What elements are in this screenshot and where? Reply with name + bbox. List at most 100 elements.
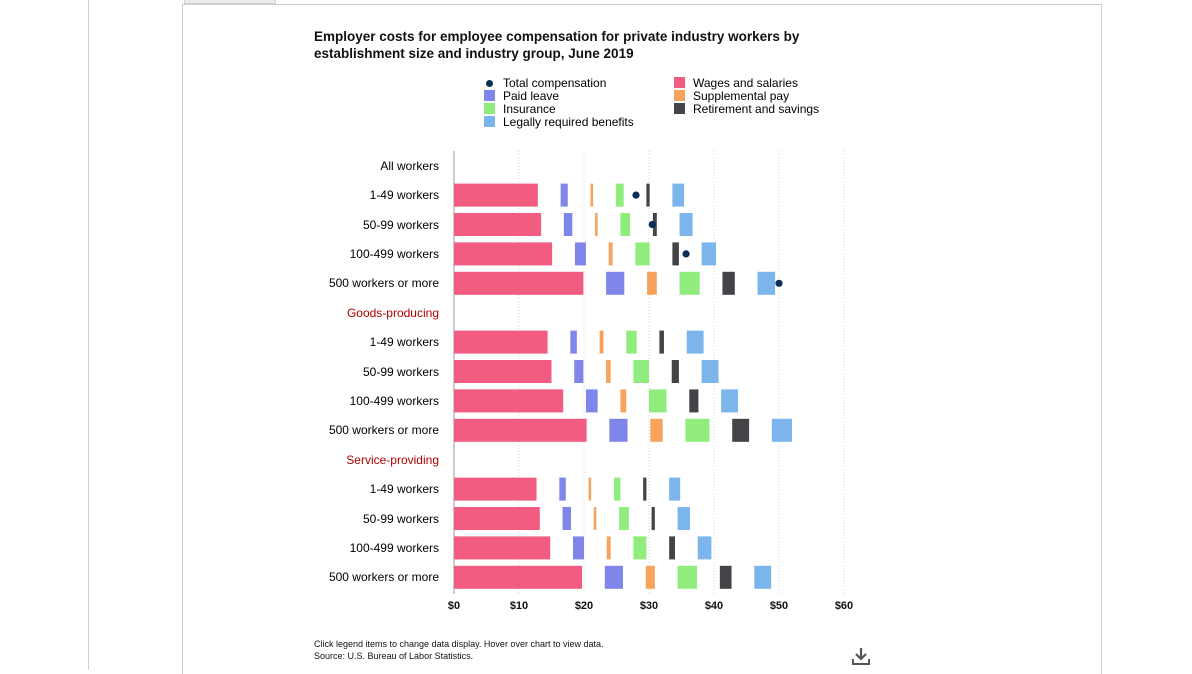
bar-segment [593, 507, 597, 530]
legend-swatch-retirement [674, 103, 685, 114]
x-tick-label: $30 [640, 600, 658, 612]
bar-segment [643, 477, 647, 501]
bar-segment [454, 389, 564, 413]
y-category-label: All workers [380, 158, 439, 173]
x-tick-label: $20 [575, 600, 593, 612]
bar-segment [679, 213, 693, 236]
bar-segment [672, 183, 685, 207]
y-category-label: 500 workers or more [328, 423, 439, 438]
bar-segment [635, 242, 650, 266]
legend-item-legally-required-benefits[interactable]: Legally required benefits [503, 115, 634, 129]
bar-segment [572, 536, 584, 560]
bar-segment [685, 418, 710, 442]
x-tick-label: $50 [770, 600, 788, 612]
bar-segment [620, 213, 631, 236]
bar-segment [454, 242, 553, 266]
bar-segment [590, 183, 594, 207]
legend-item-supplemental-pay[interactable]: Supplemental pay [693, 89, 790, 103]
x-tick-label: $40 [705, 600, 723, 612]
x-tick-label: $10 [510, 600, 528, 612]
bar-segment [454, 565, 583, 589]
bar-segment [722, 271, 735, 295]
legend-swatch-paid-leave [484, 90, 495, 101]
bar-segment [649, 389, 667, 413]
y-category-label: 500 workers or more [328, 570, 439, 585]
legend-item-retirement-and-savings[interactable]: Retirement and savings [693, 102, 820, 116]
bar-segment [560, 183, 568, 207]
y-category-label: 50-99 workers [362, 364, 439, 379]
bar-segment [588, 477, 592, 501]
bar-segment [454, 330, 548, 354]
chart-title: Employer costs for employee compensation… [314, 28, 834, 62]
bar-segment [606, 536, 611, 560]
bar-segment [570, 330, 577, 354]
bar-segment [677, 565, 698, 589]
bar-segment [626, 330, 637, 354]
bar-segment [563, 213, 573, 236]
x-tick-label: $60 [835, 600, 853, 612]
bar-segment [719, 565, 732, 589]
bar-segment [686, 330, 704, 354]
bar-segment [659, 330, 664, 354]
legend-swatch-supplemental [674, 90, 685, 101]
bar-segment [669, 536, 675, 560]
bar-segment [619, 507, 629, 530]
footer-instructions: Click legend items to change data displa… [314, 639, 604, 649]
download-icon[interactable] [850, 645, 872, 667]
y-category-label: 100-499 workers [349, 393, 439, 408]
bar-segment [671, 360, 679, 383]
bar-segment [677, 507, 690, 530]
legend-item-paid-leave[interactable]: Paid leave [503, 89, 560, 103]
legend-item-wages-and-salaries[interactable]: Wages and salaries [693, 76, 798, 90]
total-compensation-point [632, 191, 640, 199]
footer-note: Click legend items to change data displa… [314, 639, 603, 662]
y-category-label: 1-49 workers [369, 188, 439, 203]
total-compensation-point [648, 220, 656, 229]
bar-segment [604, 565, 623, 589]
bar-segment [645, 565, 655, 589]
legend-swatch-legally-required [484, 116, 495, 127]
y-category-label: 50-99 workers [362, 511, 439, 526]
bar-segment [606, 271, 625, 295]
y-category-label: 1-49 workers [369, 482, 439, 497]
bar-segment [633, 536, 647, 560]
bar-segment [454, 360, 552, 383]
bar-segment [669, 477, 681, 501]
y-category-label: 100-499 workers [349, 246, 439, 261]
bar-segment [620, 389, 627, 413]
y-category-label: 50-99 workers [362, 217, 439, 232]
bar-segment [454, 507, 540, 530]
total-compensation-point [775, 279, 783, 287]
bar-segment [574, 242, 586, 266]
bar-segment [599, 330, 604, 354]
legend-item-insurance[interactable]: Insurance [503, 102, 556, 116]
bar-segment [454, 418, 587, 442]
bar-segment [454, 183, 538, 207]
y-category-label: Goods-producing [346, 305, 439, 320]
legend-swatch-insurance [484, 103, 495, 114]
bar-segment [595, 213, 598, 236]
tab[interactable] [184, 0, 276, 4]
y-category-label: Service-providing [346, 452, 439, 467]
total-compensation-point [682, 250, 690, 258]
bar-segment [454, 477, 537, 501]
legend-item-total-compensation[interactable]: Total compensation [503, 76, 607, 90]
bar-segment [608, 242, 613, 266]
bar-segment [689, 389, 699, 413]
y-category-label: 500 workers or more [328, 276, 439, 291]
bar-segment [650, 418, 663, 442]
bar-segment [701, 242, 716, 266]
bar-segment [721, 389, 739, 413]
chart-title-line1: Employer costs for employee compensation… [314, 29, 800, 44]
chart-panel [182, 4, 1102, 674]
bar-segment [615, 183, 624, 207]
y-category-label: 100-499 workers [349, 540, 439, 555]
bar-segment [633, 360, 649, 383]
legend-marker-total [486, 80, 493, 87]
bar-segment [613, 477, 621, 501]
bar-segment [606, 360, 611, 383]
bar-segment [559, 477, 566, 501]
y-category-label: 1-49 workers [369, 335, 439, 350]
chart-title-line2: establishment size and industry group, J… [314, 46, 634, 61]
